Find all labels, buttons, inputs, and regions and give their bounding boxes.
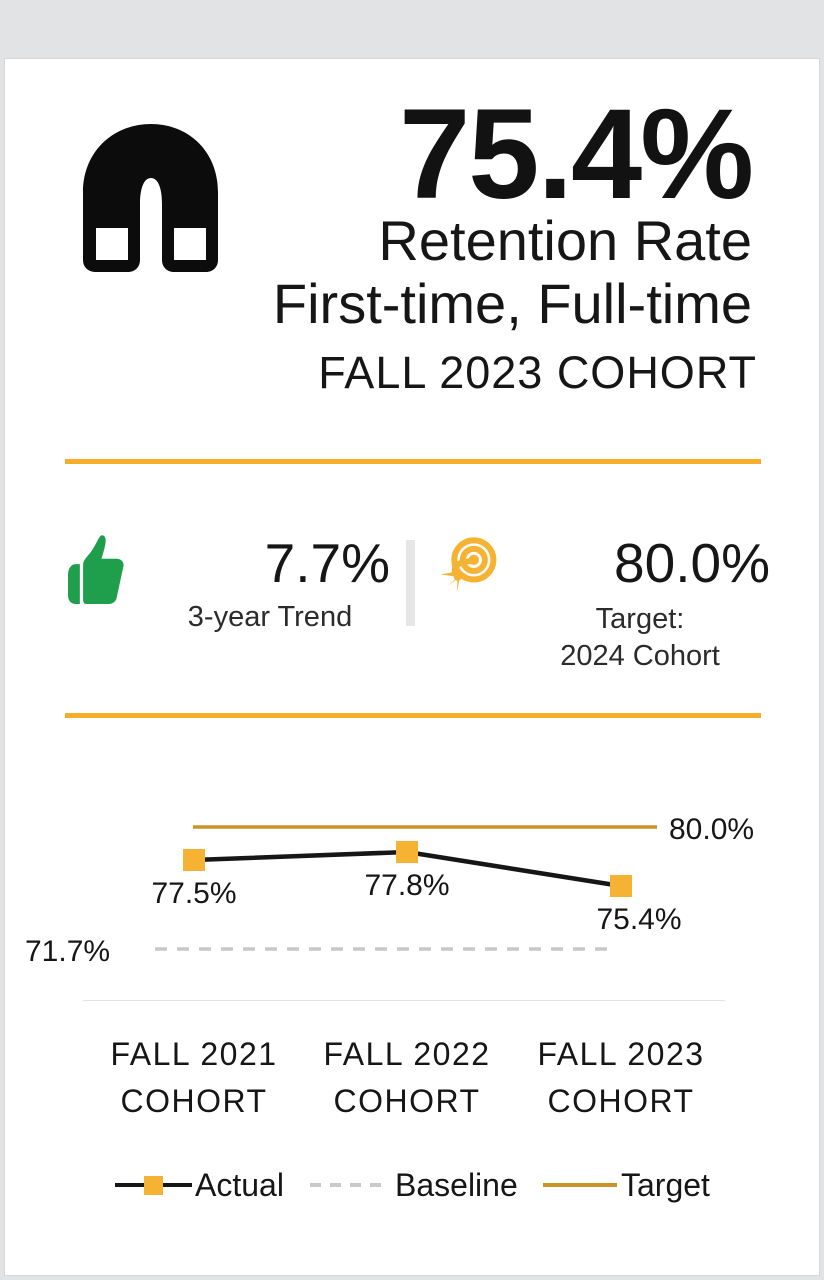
svg-text:Target: Target [621, 1167, 710, 1203]
svg-text:77.5%: 77.5% [151, 877, 236, 910]
svg-text:75.4%: 75.4% [596, 903, 681, 936]
svg-text:77.8%: 77.8% [364, 869, 449, 902]
svg-text:Actual: Actual [195, 1167, 284, 1203]
svg-text:71.7%: 71.7% [25, 935, 110, 968]
svg-text:Baseline: Baseline [395, 1167, 518, 1203]
svg-text:80.0%: 80.0% [669, 813, 754, 846]
